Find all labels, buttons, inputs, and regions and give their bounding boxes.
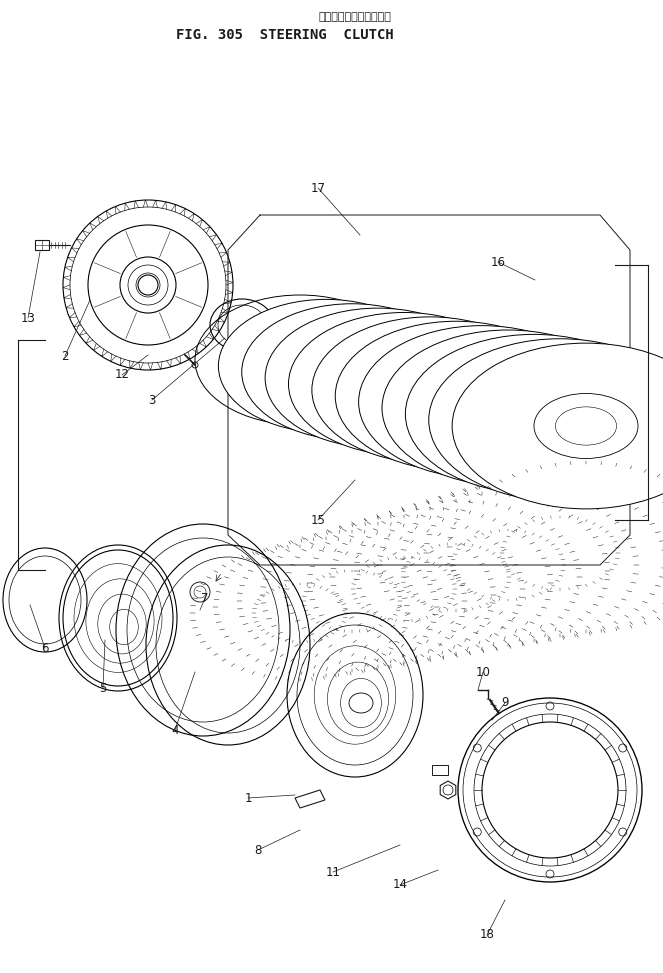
Text: 7: 7 xyxy=(202,592,209,604)
Text: 18: 18 xyxy=(479,928,495,942)
Ellipse shape xyxy=(312,317,548,463)
Text: 2: 2 xyxy=(61,349,69,363)
Polygon shape xyxy=(295,790,325,808)
Text: FIG. 305  STEERING  CLUTCH: FIG. 305 STEERING CLUTCH xyxy=(176,28,394,42)
Text: 9: 9 xyxy=(501,697,509,709)
Text: ステアリング　クラッチ: ステアリング クラッチ xyxy=(318,12,391,22)
Text: 17: 17 xyxy=(310,182,326,195)
Circle shape xyxy=(458,698,642,882)
Polygon shape xyxy=(440,781,455,799)
Ellipse shape xyxy=(405,335,662,493)
Text: 13: 13 xyxy=(21,311,35,325)
Ellipse shape xyxy=(218,300,434,433)
Text: 11: 11 xyxy=(326,866,341,879)
Ellipse shape xyxy=(429,339,663,501)
Ellipse shape xyxy=(382,330,634,486)
Ellipse shape xyxy=(265,308,491,448)
Text: 10: 10 xyxy=(475,666,491,678)
Text: 6: 6 xyxy=(41,641,49,655)
Text: 16: 16 xyxy=(491,256,505,269)
Text: 12: 12 xyxy=(115,369,129,381)
Ellipse shape xyxy=(242,304,462,440)
Ellipse shape xyxy=(288,312,520,455)
Text: 3: 3 xyxy=(149,393,156,407)
Bar xyxy=(432,765,448,775)
Ellipse shape xyxy=(359,326,605,479)
Text: 15: 15 xyxy=(310,514,326,526)
Text: 4: 4 xyxy=(171,724,179,737)
Text: 8: 8 xyxy=(255,844,262,856)
Text: 5: 5 xyxy=(99,681,107,695)
Text: 14: 14 xyxy=(392,879,408,891)
Ellipse shape xyxy=(452,343,663,509)
Text: 1: 1 xyxy=(244,791,252,805)
Ellipse shape xyxy=(335,321,577,471)
Bar xyxy=(35,240,49,250)
